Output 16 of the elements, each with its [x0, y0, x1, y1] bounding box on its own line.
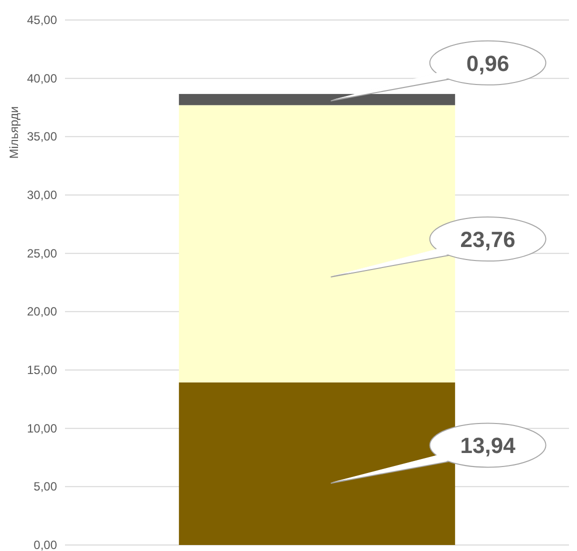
data-label: 23,76 [460, 227, 516, 252]
data-label: 13,94 [460, 433, 516, 458]
y-tick-label: 30,00 [26, 188, 58, 202]
y-tick-label: 15,00 [26, 363, 58, 377]
data-label: 0,96 [466, 50, 510, 76]
bar [178, 105, 456, 382]
y-tick-label: 35,00 [26, 130, 58, 144]
y-tick-label: 45,00 [26, 13, 58, 27]
y-tick-label: 0,00 [34, 538, 58, 551]
y-tick-label: 25,00 [26, 246, 58, 260]
bar [178, 382, 456, 545]
y-tick-label: 40,00 [26, 71, 58, 86]
y-tick-label: 10,00 [26, 421, 58, 436]
y-axis-title: Мільярди [7, 106, 21, 159]
y-tick-label: 20,00 [26, 304, 58, 319]
y-tick-label: 5,00 [34, 480, 58, 494]
